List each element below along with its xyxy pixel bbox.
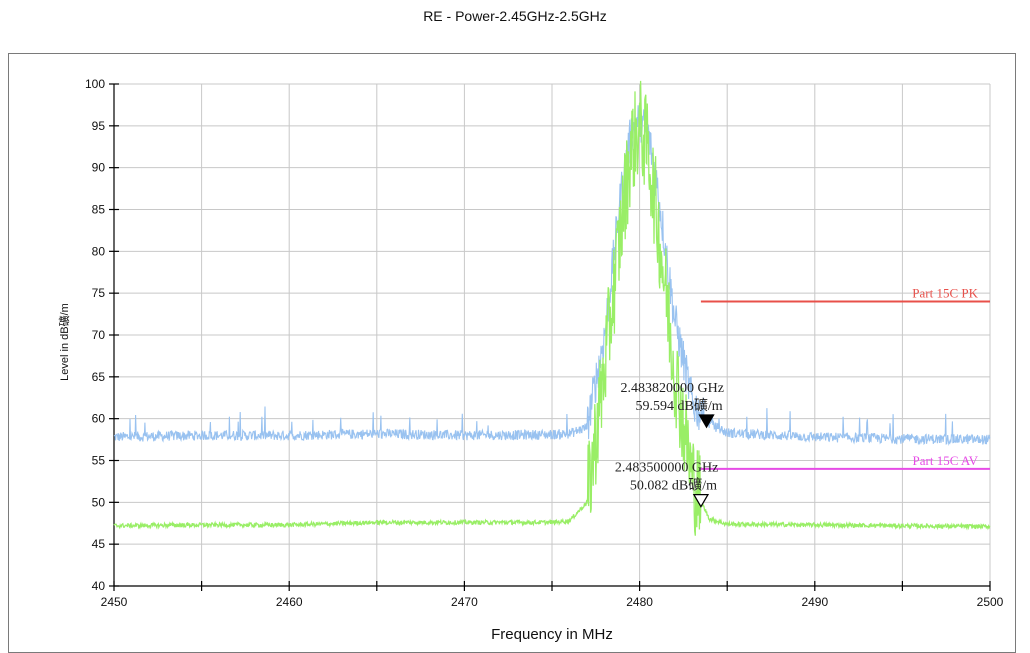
marker-triangle (692, 493, 710, 508)
y-axis-label: Level in dB礦/m (57, 303, 71, 381)
y-tick-label: 85 (92, 203, 106, 217)
x-tick-label: 2480 (626, 595, 653, 609)
x-tick-label: 2470 (451, 595, 478, 609)
y-tick-label: 70 (92, 328, 106, 342)
limit-line-label: Part 15C PK (912, 286, 978, 301)
marker-frequency-label: 2.483500000 GHz (615, 461, 718, 476)
series-line (113, 80, 991, 536)
y-tick-label: 40 (92, 579, 106, 593)
marker-triangle (698, 414, 715, 429)
y-tick-label: 50 (92, 495, 106, 509)
x-tick-label: 2450 (101, 595, 128, 609)
marker-level-label: 59.594 dB礦/m (636, 397, 723, 414)
y-tick-label: 60 (92, 412, 106, 426)
y-tick-label: 65 (92, 370, 106, 384)
tick-layer: 2450 2460 2470 2480 2490 2500 40 45 50 55 60 65 70 75… (85, 77, 1004, 609)
y-tick-label: 80 (92, 244, 106, 258)
limit-layer: Part 15C PK Part 15C AV (700, 286, 990, 470)
y-tick-label: 55 (92, 454, 106, 468)
x-axis-label: Frequency in MHz (491, 626, 613, 643)
y-tick-label: 45 (92, 537, 106, 551)
y-tick-label: 100 (85, 77, 105, 91)
grid-layer (114, 83, 991, 586)
marker-level-label: 50.082 dB礦/m (630, 477, 717, 494)
limit-line-label: Part 15C AV (913, 453, 979, 468)
x-tick-label: 2460 (276, 595, 303, 609)
x-tick-label: 2490 (801, 595, 828, 609)
marker-frequency-label: 2.483820000 GHz (621, 381, 724, 396)
y-tick-label: 90 (92, 161, 106, 175)
series-line (113, 101, 991, 446)
x-tick-label: 2500 (977, 595, 1004, 609)
series-layer (113, 80, 991, 536)
y-tick-label: 95 (92, 119, 106, 133)
y-tick-label: 75 (92, 286, 106, 300)
chart-title: RE - Power-2.45GHz-2.5GHz (423, 8, 607, 24)
